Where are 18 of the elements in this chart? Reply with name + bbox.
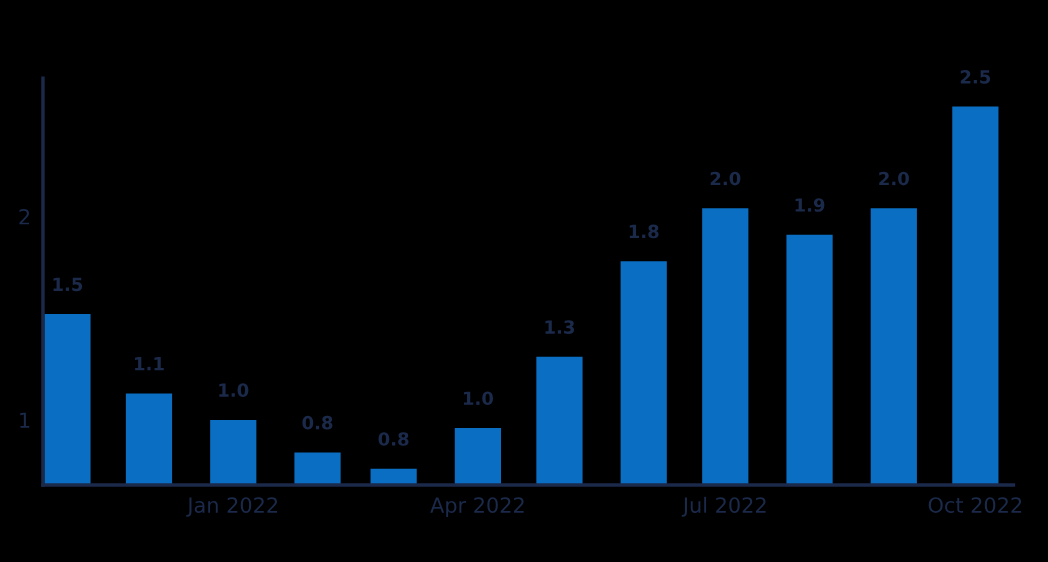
data-label: 0.8 (378, 432, 409, 446)
data-label: 1.8 (629, 224, 659, 239)
data-label: 0.8 (302, 415, 333, 430)
data-label: 1.5 (53, 277, 83, 292)
data-label: 1.0 (219, 383, 249, 397)
data-label: 1.1 (135, 357, 164, 371)
data-label: 1.0 (463, 391, 494, 406)
data-label: 2.0 (710, 171, 741, 186)
y-tick-label: 2 (19, 208, 30, 225)
x-tick-label: Jul 2022 (681, 496, 766, 517)
data-label: 1.9 (795, 198, 825, 212)
x-tick-label: Jan 2022 (186, 497, 278, 517)
data-label: 2.0 (879, 171, 909, 186)
data-label: 1.3 (545, 320, 575, 334)
x-tick-label: Apr 2022 (430, 497, 524, 517)
x-tick-label: Oct 2022 (928, 497, 1022, 513)
data-label: 2.5 (960, 70, 991, 84)
y-tick-label: 1 (20, 412, 30, 428)
